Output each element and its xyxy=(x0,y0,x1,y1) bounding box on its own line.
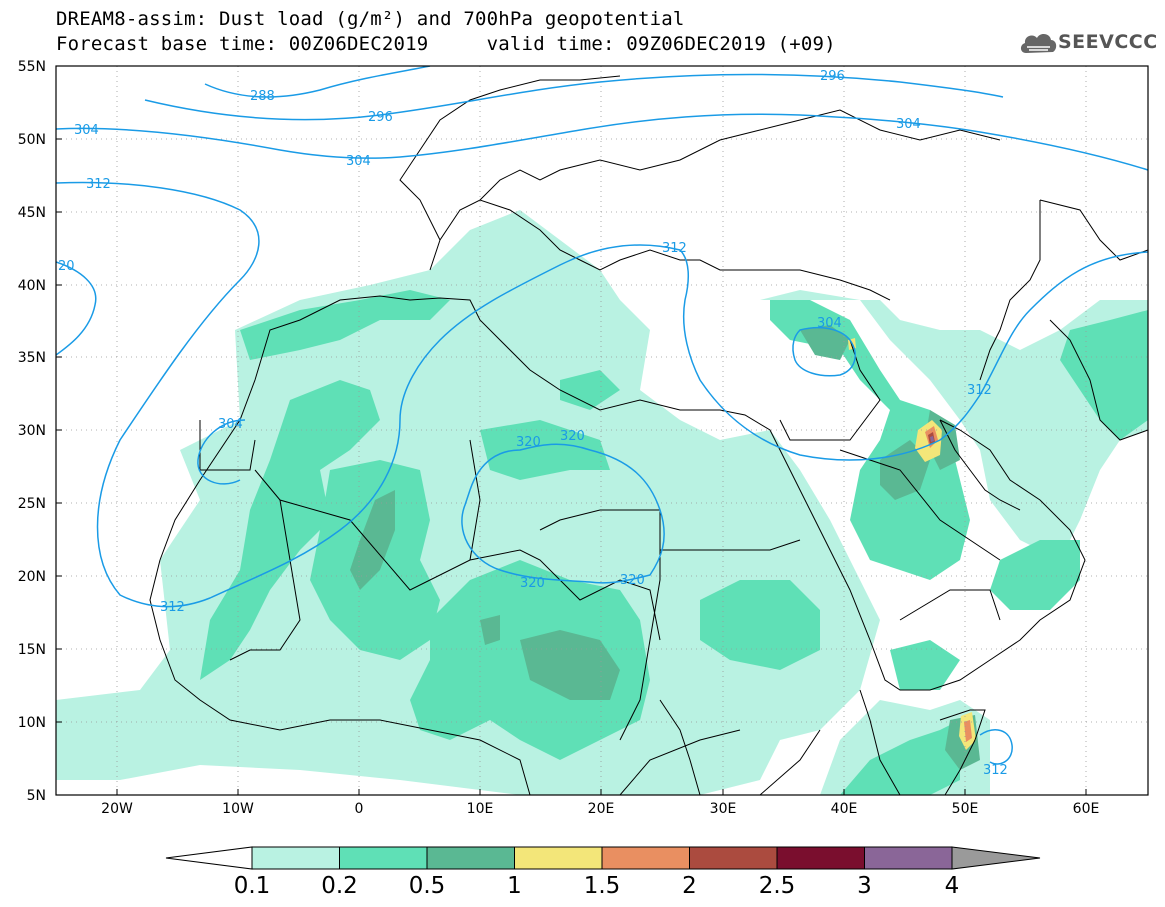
y-tick-label: 5N xyxy=(27,788,46,804)
y-tick-label: 45N xyxy=(18,205,46,221)
y-tick-label: 30N xyxy=(18,423,46,439)
y-tick-label: 50N xyxy=(18,132,46,148)
colorbar-low-arrow xyxy=(165,846,253,870)
x-tick-label: 10E xyxy=(467,801,494,817)
contour-label: 20 xyxy=(58,259,75,274)
axis-ticks xyxy=(56,138,1087,795)
x-tick-label: 20E xyxy=(588,801,615,817)
contour-label: 312 xyxy=(160,600,185,615)
coastlines xyxy=(149,75,1148,795)
colorbar-segment xyxy=(864,846,953,870)
y-tick-label: 15N xyxy=(18,642,46,658)
y-tick-label: 25N xyxy=(18,496,46,512)
colorbar-label: 1.5 xyxy=(583,873,621,899)
colorbar-segment xyxy=(776,846,865,870)
contour-label: 320 xyxy=(516,435,541,450)
y-tick-label: 35N xyxy=(18,350,46,366)
dust-shading xyxy=(56,210,1148,795)
y-tick-label: 40N xyxy=(18,278,46,294)
colorbar-segment xyxy=(339,846,428,870)
chart-subtitle: Forecast base time: 00Z06DEC2019 valid t… xyxy=(56,33,836,55)
contour-label: 312 xyxy=(983,763,1008,778)
x-tick-label: 20W xyxy=(101,801,133,817)
contour-label: 296 xyxy=(368,110,393,125)
contour-label: 304 xyxy=(896,117,921,132)
y-tick-label: 20N xyxy=(18,569,46,585)
colorbar-segment xyxy=(689,846,778,870)
contour-label: 312 xyxy=(662,241,687,256)
colorbar-segment xyxy=(251,846,340,870)
colorbar-label: 3 xyxy=(857,873,872,899)
contour-labels: 288 296 296 304 304 304 304 304 312 312 … xyxy=(58,69,1008,778)
geopotential-contours xyxy=(56,66,1148,765)
colorbar-high-arrow xyxy=(951,846,1041,870)
colorbar-label: 4 xyxy=(944,873,960,899)
colorbar-label: 0.2 xyxy=(321,873,358,899)
contour-label: 312 xyxy=(967,383,992,398)
colorbar-label: 2.5 xyxy=(758,873,796,899)
contour-label: 320 xyxy=(620,573,645,588)
contour-label: 304 xyxy=(74,123,99,138)
y-tick-label: 55N xyxy=(18,59,46,75)
logo-text: SEEVCCC xyxy=(1058,31,1158,53)
contour-label: 296 xyxy=(820,69,845,84)
x-tick-label: 0 xyxy=(355,801,364,817)
x-axis-labels: 20W 10W 0 10E 20E 30E 40E 50E 60E xyxy=(101,801,1099,817)
contour-label: 304 xyxy=(817,316,842,331)
colorbar-label: 0.1 xyxy=(233,873,271,899)
x-tick-label: 50E xyxy=(952,801,979,817)
cloud-logo-icon xyxy=(1020,34,1057,53)
contour-label: 288 xyxy=(250,89,275,104)
contour-label: 320 xyxy=(560,429,585,444)
contour-label: 304 xyxy=(218,417,243,432)
chart-title: DREAM8-assim: Dust load (g/m²) and 700hP… xyxy=(56,8,685,30)
contour-label: 320 xyxy=(520,576,545,591)
graticule xyxy=(56,66,1148,795)
colorbar-segment xyxy=(601,846,690,870)
colorbar-label: 1 xyxy=(507,873,522,899)
colorbar xyxy=(165,846,1041,870)
x-tick-label: 30E xyxy=(710,801,737,817)
colorbar-label: 2 xyxy=(682,873,697,899)
colorbar-label: 0.5 xyxy=(408,873,446,899)
y-tick-label: 10N xyxy=(18,715,46,731)
colorbar-segment xyxy=(514,846,603,870)
y-axis-labels: 55N 50N 45N 40N 35N 30N 25N 20N 15N 10N … xyxy=(18,59,46,804)
x-tick-label: 40E xyxy=(831,801,858,817)
x-tick-label: 60E xyxy=(1073,801,1100,817)
x-tick-label: 10W xyxy=(222,801,254,817)
colorbar-segment xyxy=(426,846,515,870)
contour-label: 312 xyxy=(86,177,111,192)
contour-label: 304 xyxy=(346,154,371,169)
